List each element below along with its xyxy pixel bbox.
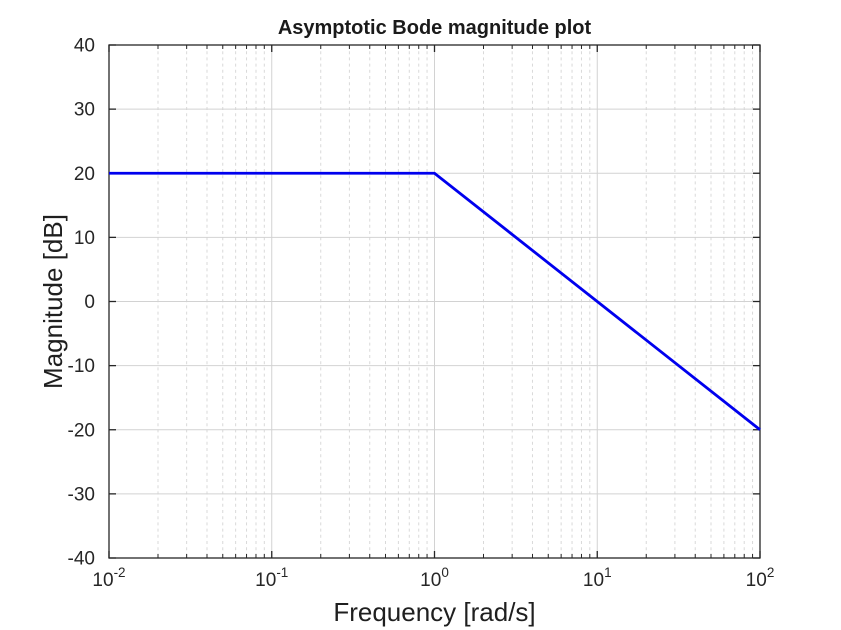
y-tick-label: 0 (84, 292, 95, 313)
y-tick-label: 10 (74, 228, 95, 249)
x-tick-label: 101 (583, 565, 612, 591)
axes-box-layer (108, 44, 761, 559)
y-tick-label: -10 (68, 356, 95, 377)
x-axis-label: Frequency [rad/s] (333, 597, 535, 627)
y-tick-label: -30 (68, 484, 95, 505)
y-axis-label: Magnitude [dB] (38, 214, 68, 389)
series-layer (109, 171, 761, 431)
x-tick-label: 10-2 (92, 565, 125, 591)
y-tick-label: 20 (74, 164, 95, 185)
series-line-asymptotic-magnitude (109, 171, 761, 431)
x-tick-label: 10-1 (255, 565, 288, 591)
tick-labels-layer: 10-2 10-1 100 101 102 -40 -30 -20 -10 0 10 20 30 40 (68, 36, 775, 592)
y-tick-label: 30 (74, 100, 95, 121)
x-tick-label: 102 (746, 565, 775, 591)
y-tick-label: -20 (68, 420, 95, 441)
x-tick-label: 100 (420, 565, 449, 591)
chart-title: Asymptotic Bode magnitude plot (278, 17, 592, 39)
grid-layer (109, 45, 760, 558)
y-tick-label: -40 (68, 549, 95, 570)
y-tick-label: 40 (74, 36, 95, 57)
